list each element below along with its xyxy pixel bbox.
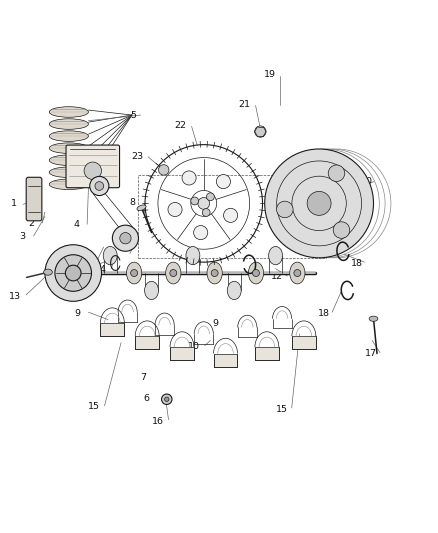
Circle shape bbox=[198, 198, 210, 209]
Circle shape bbox=[265, 149, 374, 258]
Text: 9: 9 bbox=[74, 309, 81, 318]
Text: 6: 6 bbox=[143, 394, 149, 403]
Ellipse shape bbox=[137, 205, 146, 211]
Circle shape bbox=[182, 171, 196, 185]
Text: 8: 8 bbox=[130, 198, 136, 207]
Text: 16: 16 bbox=[152, 416, 164, 425]
FancyBboxPatch shape bbox=[100, 323, 124, 336]
Ellipse shape bbox=[290, 262, 305, 284]
Ellipse shape bbox=[77, 262, 92, 284]
Text: 12: 12 bbox=[270, 272, 283, 281]
Text: 18: 18 bbox=[318, 309, 330, 318]
Circle shape bbox=[165, 397, 169, 401]
Text: 15: 15 bbox=[88, 402, 100, 411]
Text: 18: 18 bbox=[351, 259, 364, 268]
Text: 14: 14 bbox=[81, 261, 94, 270]
Text: 21: 21 bbox=[238, 100, 250, 109]
Text: 1: 1 bbox=[11, 199, 17, 208]
Text: 7: 7 bbox=[140, 373, 146, 382]
Ellipse shape bbox=[227, 281, 241, 300]
Text: 13: 13 bbox=[9, 292, 21, 301]
Circle shape bbox=[65, 265, 81, 281]
Text: 10: 10 bbox=[188, 342, 200, 351]
Circle shape bbox=[328, 165, 345, 182]
Circle shape bbox=[253, 270, 259, 277]
Circle shape bbox=[211, 270, 218, 277]
Ellipse shape bbox=[49, 143, 88, 154]
Circle shape bbox=[90, 176, 109, 196]
FancyBboxPatch shape bbox=[170, 347, 194, 360]
Circle shape bbox=[120, 232, 131, 244]
Circle shape bbox=[162, 394, 172, 405]
Ellipse shape bbox=[49, 131, 88, 141]
Circle shape bbox=[95, 182, 104, 190]
FancyBboxPatch shape bbox=[214, 353, 237, 367]
Ellipse shape bbox=[166, 262, 181, 284]
Ellipse shape bbox=[49, 167, 88, 177]
Text: 11: 11 bbox=[169, 348, 180, 357]
Ellipse shape bbox=[44, 269, 52, 275]
Text: 19: 19 bbox=[265, 70, 276, 79]
Text: 24: 24 bbox=[95, 265, 106, 274]
FancyBboxPatch shape bbox=[292, 336, 316, 349]
Circle shape bbox=[254, 126, 266, 137]
Text: 7: 7 bbox=[124, 236, 130, 245]
Ellipse shape bbox=[103, 246, 117, 265]
Circle shape bbox=[159, 165, 169, 175]
Ellipse shape bbox=[145, 281, 159, 300]
Text: 9: 9 bbox=[212, 319, 219, 328]
Ellipse shape bbox=[186, 246, 200, 265]
Text: 17: 17 bbox=[364, 349, 376, 358]
Ellipse shape bbox=[248, 262, 264, 284]
Text: 23: 23 bbox=[131, 152, 143, 161]
Circle shape bbox=[84, 162, 102, 180]
Bar bbox=[138, 175, 325, 258]
Circle shape bbox=[307, 191, 331, 215]
Circle shape bbox=[191, 197, 198, 205]
FancyBboxPatch shape bbox=[66, 145, 120, 188]
Text: 4: 4 bbox=[73, 220, 79, 229]
Text: 5: 5 bbox=[130, 110, 136, 119]
Ellipse shape bbox=[49, 107, 88, 117]
Circle shape bbox=[81, 270, 88, 277]
Circle shape bbox=[168, 203, 182, 216]
Ellipse shape bbox=[127, 262, 142, 284]
Circle shape bbox=[45, 245, 102, 301]
Circle shape bbox=[223, 208, 238, 222]
Circle shape bbox=[202, 208, 210, 216]
Ellipse shape bbox=[49, 179, 88, 190]
Circle shape bbox=[206, 193, 214, 200]
FancyBboxPatch shape bbox=[135, 336, 159, 349]
Circle shape bbox=[170, 270, 177, 277]
Ellipse shape bbox=[268, 246, 283, 265]
Circle shape bbox=[294, 270, 301, 277]
Text: 20: 20 bbox=[360, 177, 372, 186]
Circle shape bbox=[55, 255, 92, 292]
Circle shape bbox=[216, 174, 230, 189]
Circle shape bbox=[113, 225, 138, 251]
Circle shape bbox=[194, 225, 208, 240]
Text: 2: 2 bbox=[28, 220, 34, 228]
FancyBboxPatch shape bbox=[26, 177, 42, 221]
Text: 15: 15 bbox=[276, 405, 288, 414]
Circle shape bbox=[276, 201, 293, 217]
Text: 6: 6 bbox=[85, 255, 91, 264]
Ellipse shape bbox=[207, 262, 222, 284]
Circle shape bbox=[333, 222, 350, 238]
Ellipse shape bbox=[49, 119, 88, 130]
Text: 3: 3 bbox=[19, 232, 25, 241]
Text: 22: 22 bbox=[175, 121, 187, 130]
FancyBboxPatch shape bbox=[255, 347, 279, 360]
Ellipse shape bbox=[49, 155, 88, 165]
Ellipse shape bbox=[369, 316, 378, 321]
Circle shape bbox=[131, 270, 138, 277]
